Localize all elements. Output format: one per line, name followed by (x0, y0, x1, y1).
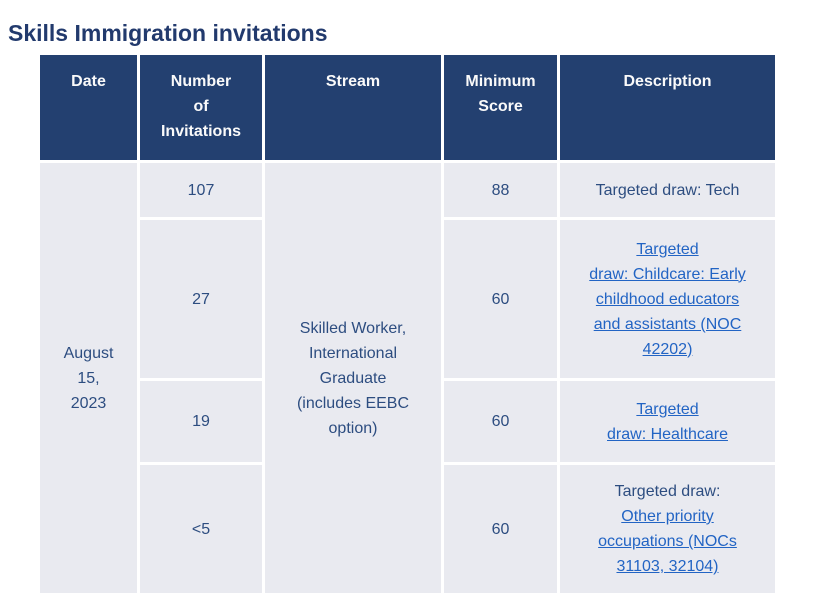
min-score-cell: 60 (444, 381, 557, 462)
invitations-table: Date Number of Invitations Stream Minimu… (40, 55, 775, 593)
targeted-draw-childcare-link[interactable]: Targeted draw: Childcare: Early childhoo… (589, 240, 746, 358)
invitations-cell: 27 (140, 220, 262, 378)
column-header-date: Date (40, 55, 137, 160)
column-header-number-of-invitations: Number of Invitations (140, 55, 262, 160)
min-score-cell: 60 (444, 465, 557, 593)
other-priority-occupations-link[interactable]: Other priority occupations (NOCs 31103, … (598, 508, 737, 575)
description-cell: Targeted draw: Other priority occupation… (560, 465, 775, 593)
targeted-draw-healthcare-link[interactable]: Targeted draw: Healthcare (607, 400, 728, 443)
invitations-cell: <5 (140, 465, 262, 593)
description-cell: Targeted draw: Childcare: Early childhoo… (560, 220, 775, 378)
column-header-minimum-score: Minimum Score (444, 55, 557, 160)
description-text: Targeted draw: Tech (595, 181, 740, 199)
stream-cell: Skilled Worker, International Graduate (… (265, 163, 441, 593)
description-cell: Targeted draw: Healthcare (560, 381, 775, 462)
invitations-cell: 19 (140, 381, 262, 462)
description-cell: Targeted draw: Tech (560, 163, 775, 217)
min-score-cell: 60 (444, 220, 557, 378)
min-score-cell: 88 (444, 163, 557, 217)
column-header-stream: Stream (265, 55, 441, 160)
date-cell: August 15, 2023 (40, 163, 137, 593)
invitations-cell: 107 (140, 163, 262, 217)
page-title: Skills Immigration invitations (8, 20, 328, 47)
description-text: Targeted draw: (614, 483, 721, 500)
column-header-description: Description (560, 55, 775, 160)
